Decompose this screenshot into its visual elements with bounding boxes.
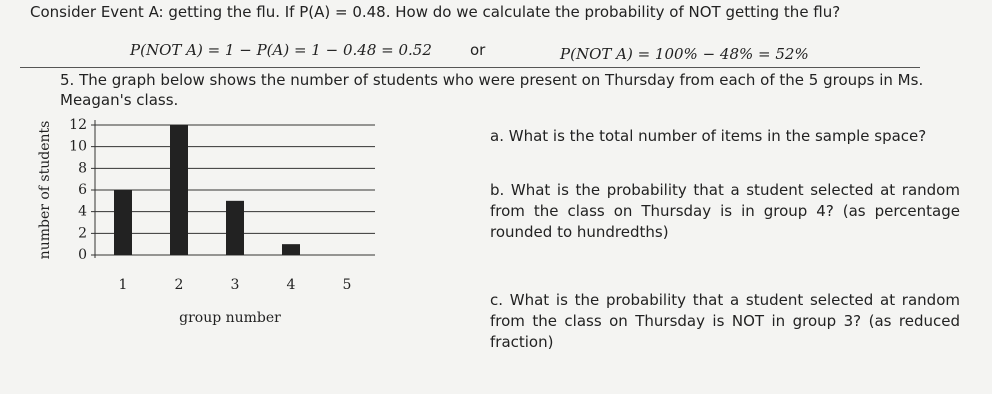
- x-tick-label: 5: [343, 277, 352, 293]
- question: a. What is the total number of items in …: [490, 126, 960, 147]
- x-tick-label: 4: [287, 277, 296, 293]
- formula: P(NOT A) = 1 − P(A) = 1 − 0.48 = 0.52: [130, 41, 432, 59]
- y-tick-label: 10: [69, 139, 87, 155]
- bar: [226, 200, 244, 255]
- question-text: What is the total number of items in the…: [508, 127, 927, 145]
- question: b. What is the probability that a studen…: [490, 180, 960, 243]
- intro: Consider Event A: getting the flu. If P(…: [30, 3, 841, 21]
- question-label: b.: [490, 181, 505, 199]
- x-tick-label: 2: [175, 277, 184, 293]
- x-tick-label: 1: [119, 277, 128, 293]
- problem: 5. The graph below shows the number of s…: [60, 71, 924, 109]
- y-tick-label: 6: [78, 182, 87, 198]
- question-text: What is the probability that a student s…: [490, 291, 960, 351]
- bar: [170, 125, 188, 255]
- divider: [20, 67, 920, 68]
- y-tick-label: 0: [78, 247, 87, 263]
- chart: group number number of students 0 2 4 6 8 10 1…: [37, 117, 375, 326]
- question: c. What is the probability that a studen…: [490, 290, 960, 353]
- question-label: c.: [490, 291, 504, 309]
- y-axis-label: number of students: [37, 121, 53, 260]
- bar: [114, 190, 132, 255]
- y-tick-label: 2: [78, 225, 87, 241]
- formula: P(NOT A) = 100% − 48% = 52%: [560, 45, 809, 63]
- y-tick-label: 8: [78, 160, 87, 176]
- y-tick-label: 12: [69, 117, 87, 133]
- question-label: a.: [490, 127, 504, 145]
- question-text: What is the probability that a student s…: [490, 181, 960, 241]
- x-axis-label: group number: [179, 310, 281, 326]
- formula-or: or: [470, 41, 486, 59]
- y-tick-label: 4: [78, 204, 87, 220]
- bar: [282, 244, 300, 255]
- x-tick-label: 3: [231, 277, 240, 293]
